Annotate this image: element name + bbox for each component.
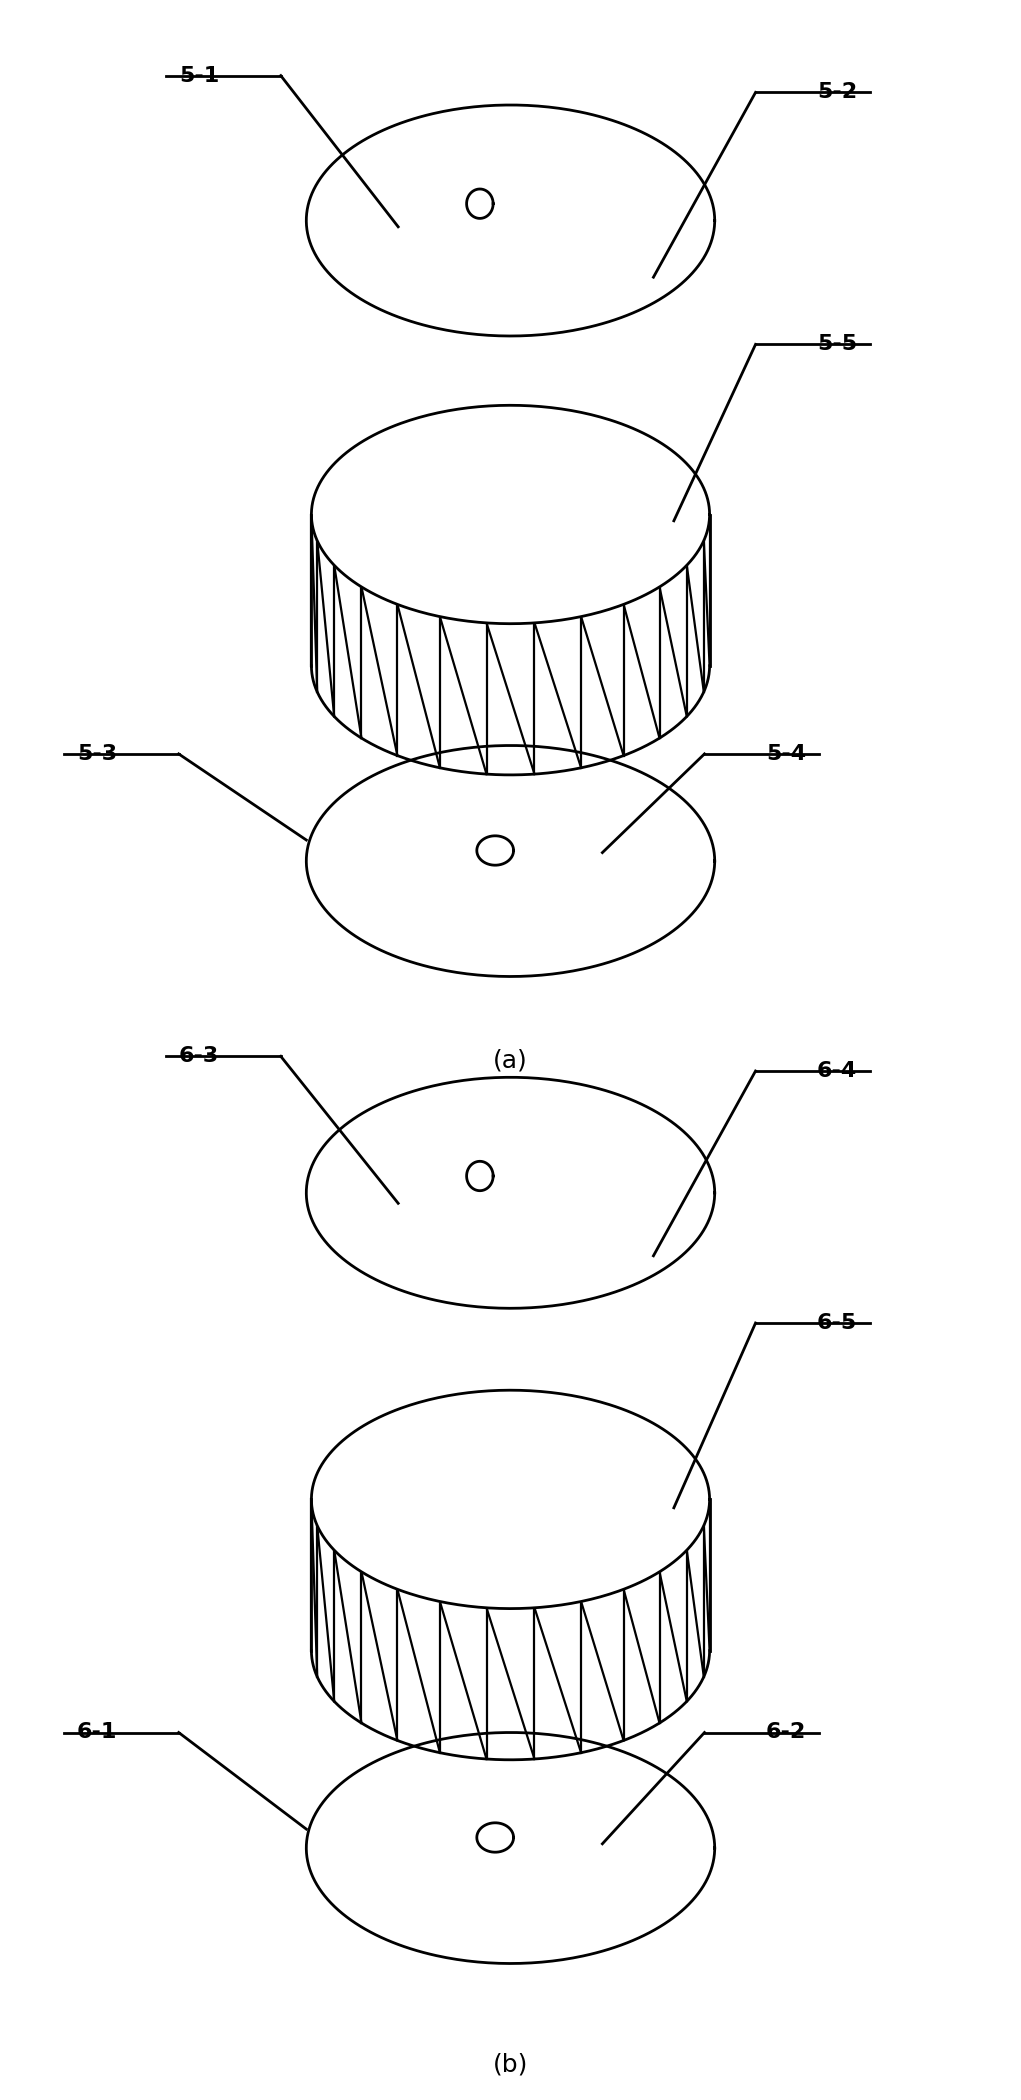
Text: 5-2: 5-2 — [817, 82, 858, 103]
Text: 6-2: 6-2 — [766, 1722, 807, 1743]
Polygon shape — [306, 746, 715, 977]
Polygon shape — [311, 405, 710, 775]
Text: 6-1: 6-1 — [77, 1722, 117, 1743]
Polygon shape — [477, 1823, 514, 1852]
Text: 5-3: 5-3 — [77, 743, 117, 764]
Text: 5-4: 5-4 — [766, 743, 807, 764]
Text: (b): (b) — [493, 2052, 528, 2077]
Polygon shape — [306, 105, 715, 336]
Text: 6-3: 6-3 — [179, 1046, 220, 1067]
Polygon shape — [477, 836, 514, 865]
Polygon shape — [467, 189, 493, 218]
Polygon shape — [311, 1390, 710, 1760]
Polygon shape — [306, 1732, 715, 1964]
Polygon shape — [311, 405, 710, 624]
Text: (a): (a) — [493, 1048, 528, 1073]
Text: 6-5: 6-5 — [817, 1312, 858, 1334]
Text: 5-5: 5-5 — [817, 334, 858, 355]
Polygon shape — [467, 1161, 493, 1191]
Text: 5-1: 5-1 — [179, 65, 220, 86]
Text: 6-4: 6-4 — [817, 1060, 858, 1082]
Polygon shape — [306, 1077, 715, 1308]
Polygon shape — [311, 1390, 710, 1609]
